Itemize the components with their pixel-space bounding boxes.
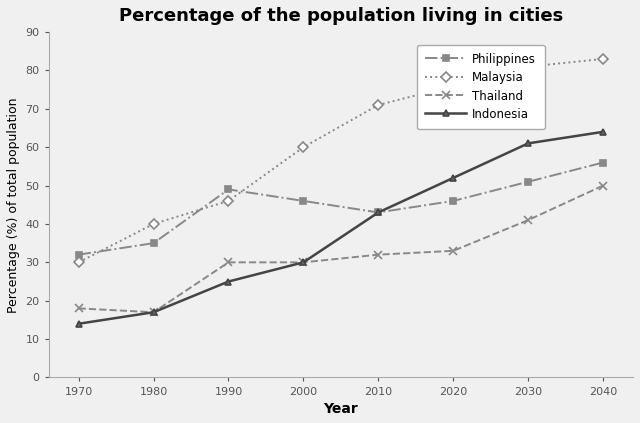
Indonesia [75,321,83,326]
Title: Percentage of the population living in cities: Percentage of the population living in c… [119,7,563,25]
Malaysia [599,56,607,61]
Line: Philippines: Philippines [75,159,607,258]
X-axis label: Year: Year [323,402,358,416]
Malaysia [150,221,157,226]
Philippines [449,198,457,203]
Malaysia [225,198,232,203]
Thailand [374,252,382,257]
Philippines [300,198,307,203]
Indonesia [599,129,607,135]
Thailand [300,260,307,265]
Malaysia [300,145,307,150]
Malaysia [374,102,382,107]
Line: Malaysia: Malaysia [75,55,607,266]
Y-axis label: Percentage (%) of total population: Percentage (%) of total population [7,97,20,313]
Indonesia [374,210,382,215]
Indonesia [449,176,457,181]
Indonesia [150,310,157,315]
Indonesia [225,279,232,284]
Indonesia [524,141,532,146]
Indonesia [300,260,307,265]
Philippines [75,252,83,257]
Philippines [225,187,232,192]
Thailand [599,183,607,188]
Thailand [150,310,157,315]
Line: Indonesia: Indonesia [75,128,607,327]
Thailand [225,260,232,265]
Malaysia [449,83,457,88]
Thailand [449,248,457,253]
Malaysia [75,260,83,265]
Philippines [374,210,382,215]
Philippines [150,241,157,246]
Philippines [599,160,607,165]
Thailand [75,306,83,311]
Line: Thailand: Thailand [74,181,607,316]
Legend: Philippines, Malaysia, Thailand, Indonesia: Philippines, Malaysia, Thailand, Indones… [417,45,545,129]
Malaysia [524,64,532,69]
Thailand [524,217,532,222]
Philippines [524,179,532,184]
